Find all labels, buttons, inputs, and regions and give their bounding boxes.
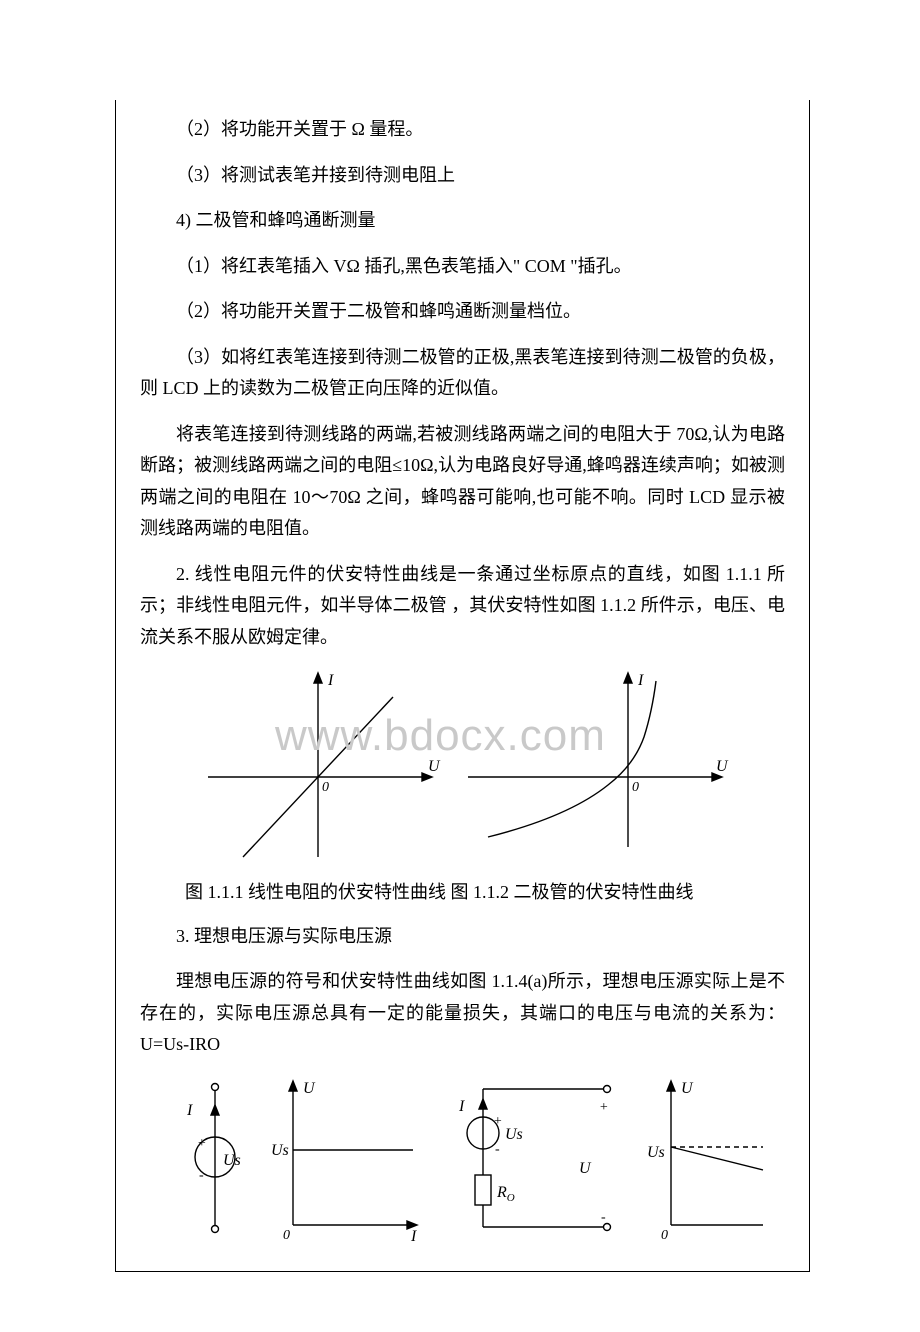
label-Us: Us (647, 1144, 665, 1161)
origin-label: 0 (632, 780, 639, 795)
content-box: （2）将功能开关置于 Ω 量程。 （3）将测试表笔并接到待测电阻上 4) 二极管… (115, 100, 810, 1272)
axis-label-U: U (428, 758, 441, 775)
label-Us: Us (223, 1152, 241, 1169)
para-4-1: （1）将红表笔插入 VΩ 插孔,黑色表笔插入" COM "插孔。 (140, 251, 785, 283)
label-I: I (186, 1102, 193, 1119)
para-4-2: （2）将功能开关置于二极管和蜂鸣通断测量档位。 (140, 296, 785, 328)
figure-row-2: I + Us - U Us 0 I (140, 1075, 785, 1245)
axis-label-U: U (303, 1080, 316, 1097)
para-4: 4) 二极管和蜂鸣通断测量 (140, 205, 785, 237)
origin-label: 0 (322, 780, 329, 795)
figure-diode-iv: I U 0 (458, 667, 738, 867)
axis-label-I: I (637, 672, 644, 689)
label-Us: Us (271, 1142, 289, 1159)
label-Us: Us (505, 1126, 523, 1143)
para-5: 将表笔连接到待测线路的两端,若被测线路两端之间的电阻大于 70Ω,认为电路断路；… (140, 419, 785, 545)
label-minus: - (495, 1142, 500, 1157)
figure-caption-1: 图 1.1.1 线性电阻的伏安特性曲线 图 1.1.2 二极管的伏安特性曲线 (140, 877, 785, 909)
axis-label-U: U (681, 1080, 694, 1097)
label-I: I (458, 1098, 465, 1115)
para-7: 3. 理想电压源与实际电压源 (140, 921, 785, 953)
label-plus: + (493, 1114, 502, 1129)
figure-real-source-iv: U Us 0 (643, 1075, 773, 1245)
page: （2）将功能开关置于 Ω 量程。 （3）将测试表笔并接到待测电阻上 4) 二极管… (0, 0, 920, 1332)
label-plus-out: + (599, 1100, 608, 1115)
para-2-3: （3）将测试表笔并接到待测电阻上 (140, 160, 785, 192)
figure-real-source-symbol: I + Us - RO + U - (433, 1075, 643, 1245)
figure-ideal-source-symbol: I + Us - (153, 1075, 263, 1245)
para-8: 理想电压源的符号和伏安特性曲线如图 1.1.4(a)所示，理想电压源实际上是不存… (140, 966, 785, 1061)
para-6: 2. 线性电阻元件的伏安特性曲线是一条通过坐标原点的直线，如图 1.1.1 所示… (140, 559, 785, 654)
figure-ideal-source-iv: U Us 0 I (263, 1075, 433, 1245)
origin-label: 0 (661, 1228, 668, 1243)
figure-row-1: www.bdocx.com I U 0 (140, 667, 785, 867)
label-Ro: RO (496, 1184, 515, 1204)
label-minus-out: - (601, 1210, 606, 1225)
figure-linear-iv: I U 0 (188, 667, 448, 867)
axis-label-I: I (410, 1228, 417, 1245)
origin-label: 0 (283, 1228, 290, 1243)
label-minus: - (199, 1168, 204, 1183)
axis-label-I: I (327, 672, 334, 689)
para-4-3: （3）如将红表笔连接到待测二极管的正极,黑表笔连接到待测二极管的负极，则 LCD… (140, 342, 785, 405)
label-plus: + (197, 1136, 206, 1151)
axis-label-U: U (716, 758, 729, 775)
para-2-2: （2）将功能开关置于 Ω 量程。 (140, 114, 785, 146)
label-U: U (579, 1160, 592, 1177)
